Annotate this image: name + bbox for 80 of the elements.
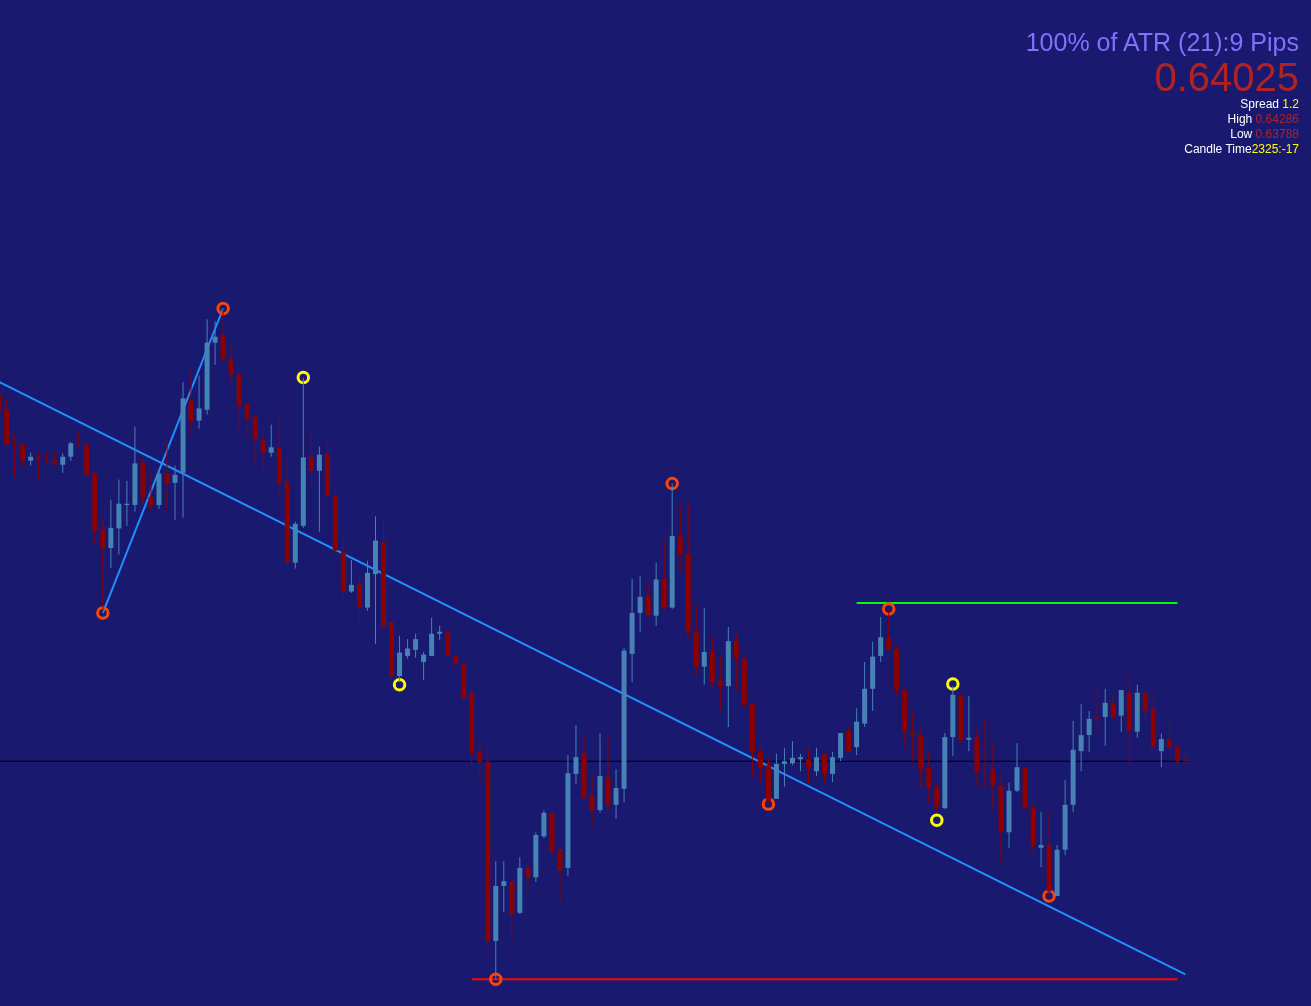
point — [665, 476, 679, 491]
candlestick — [1038, 811, 1044, 868]
candlestick — [429, 617, 435, 657]
candlestick — [405, 638, 411, 660]
candlestick — [1166, 718, 1172, 756]
candlestick — [228, 344, 234, 387]
point — [296, 370, 311, 385]
candlestick — [60, 452, 66, 474]
candlestick — [822, 753, 828, 783]
candlestick — [541, 809, 547, 839]
text: Spread 1.2 — [1240, 97, 1299, 111]
point — [96, 606, 110, 620]
candlestick — [613, 768, 619, 820]
candlestick — [477, 740, 483, 783]
point — [946, 677, 960, 691]
candlestick — [934, 783, 940, 813]
candlestick — [573, 724, 579, 785]
candlestick — [308, 427, 314, 487]
candlestick — [701, 607, 707, 686]
candlestick — [188, 369, 194, 437]
candlestick — [637, 575, 643, 633]
candlestick — [260, 430, 266, 470]
candlestick — [966, 695, 972, 752]
candlestick — [268, 424, 274, 458]
candlestick — [244, 403, 250, 437]
candlestick — [733, 633, 739, 692]
text: Low 0.63788 — [1230, 127, 1299, 141]
candlestick — [397, 635, 403, 683]
candlestick — [589, 775, 595, 829]
candlestick — [348, 559, 354, 594]
candlestick — [1014, 742, 1020, 793]
candlestick — [806, 747, 812, 785]
point — [881, 602, 896, 616]
candlestick — [886, 608, 892, 651]
point — [392, 678, 407, 692]
point — [216, 301, 230, 316]
candlestick — [100, 517, 106, 613]
candlestick — [68, 441, 74, 462]
candlestick — [789, 740, 795, 766]
candlestick — [1102, 688, 1108, 747]
candlestick — [525, 863, 531, 892]
candlestick — [148, 470, 154, 513]
candlestick — [501, 860, 507, 913]
candlestick — [910, 710, 916, 762]
candlestick — [252, 415, 258, 464]
candlestick — [316, 446, 322, 533]
candlestick — [164, 441, 170, 511]
candlestick — [1142, 692, 1148, 724]
candlestick — [1078, 703, 1084, 772]
text: Candle Time2325:-17 — [1184, 142, 1299, 156]
candlestick — [36, 450, 42, 483]
candlestick — [645, 582, 651, 617]
candlestick — [717, 655, 723, 711]
candlestick — [196, 375, 202, 430]
candlestick — [990, 743, 996, 810]
candlestick — [421, 651, 427, 681]
candlestick — [557, 848, 563, 903]
candlestick — [781, 747, 787, 788]
candlestick — [1110, 693, 1116, 718]
candlestick — [757, 746, 763, 783]
point — [489, 972, 503, 986]
point — [930, 813, 944, 827]
point — [1042, 889, 1056, 903]
candlestick — [1158, 733, 1164, 768]
candlestick — [814, 747, 820, 777]
candlestick — [20, 442, 26, 468]
candlestick — [982, 718, 988, 790]
candlestick — [846, 726, 852, 753]
candlestick — [413, 633, 419, 659]
candlestick — [677, 503, 683, 572]
candlestick — [172, 464, 178, 521]
text: High 0.64286 — [1227, 112, 1299, 126]
text: 100% of ATR (21):9 Pips — [1025, 28, 1299, 57]
candlestick — [830, 751, 836, 783]
candlestick — [1086, 710, 1092, 753]
candlestick — [878, 616, 884, 663]
candlestick — [212, 320, 218, 366]
text: 0.64025 — [1153, 55, 1299, 99]
candlestick — [926, 750, 932, 805]
candlestick — [108, 499, 114, 569]
